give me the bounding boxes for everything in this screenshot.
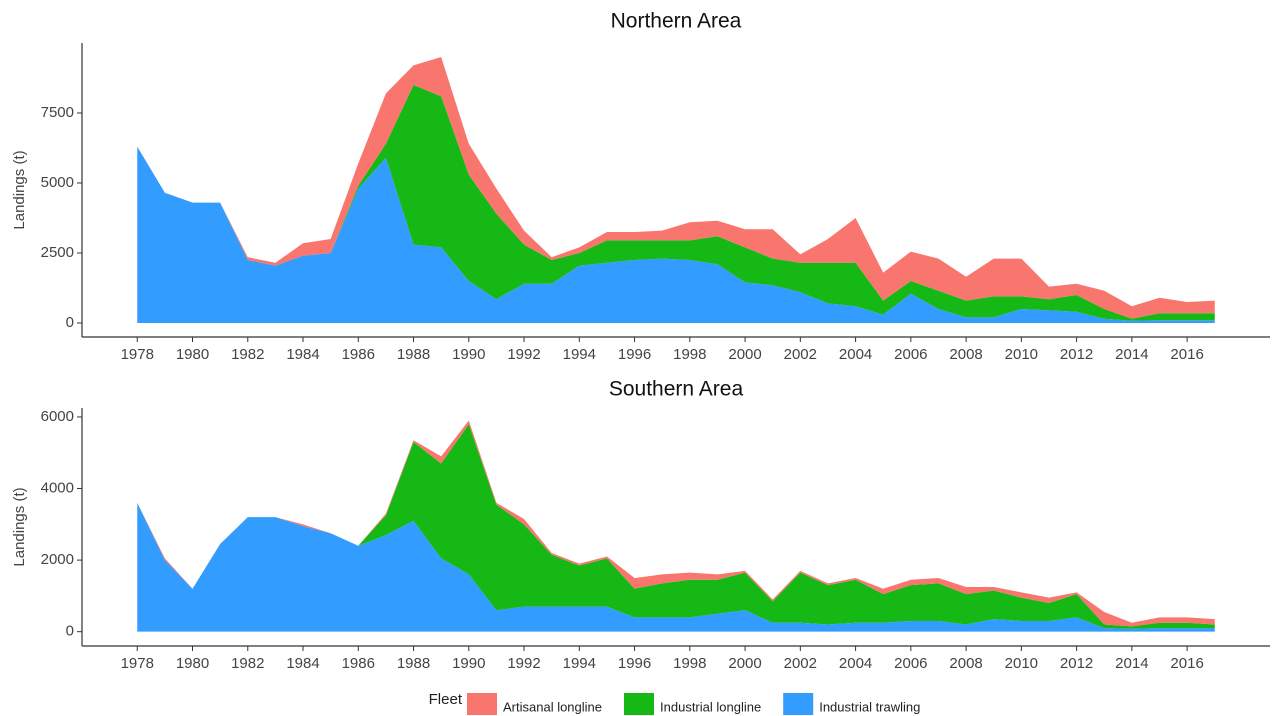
y-tick-label: 2500 [41, 244, 74, 261]
area [137, 146, 1215, 323]
x-tick-label: 1980 [176, 655, 209, 672]
y-axis-label: Landings (t) [11, 150, 28, 229]
legend-label: Industrial trawling [819, 699, 920, 714]
x-tick-label: 1988 [397, 655, 430, 672]
y-tick-label: 5000 [41, 174, 74, 191]
x-tick-label: 1990 [452, 346, 485, 363]
legend-label: Artisanal longline [503, 699, 602, 714]
x-tick-label: 1992 [507, 655, 540, 672]
chart-title: Southern Area [609, 378, 744, 401]
x-tick-label: 2008 [949, 346, 982, 363]
y-tick-label: 2000 [41, 551, 74, 568]
x-tick-label: 2004 [839, 346, 872, 363]
y-tick-label: 7500 [41, 104, 74, 121]
x-tick-label: 1986 [342, 346, 375, 363]
legend-swatch [783, 693, 814, 715]
x-tick-label: 2002 [784, 655, 817, 672]
x-tick-label: 1996 [618, 655, 651, 672]
legend-swatch [624, 693, 655, 715]
x-tick-label: 2006 [894, 655, 927, 672]
area [137, 85, 1215, 321]
x-tick-label: 1994 [563, 655, 596, 672]
chart-title: Northern Area [611, 10, 742, 33]
legend-label: Industrial longline [660, 699, 761, 714]
x-tick-label: 2012 [1060, 346, 1093, 363]
x-tick-label: 1998 [673, 346, 706, 363]
x-tick-label: 1988 [397, 346, 430, 363]
legend-title: Fleet [429, 691, 463, 708]
area [137, 57, 1215, 319]
y-tick-label: 0 [66, 314, 74, 331]
x-tick-label: 1998 [673, 655, 706, 672]
x-tick-label: 1990 [452, 655, 485, 672]
area [137, 502, 1215, 632]
x-tick-label: 2010 [1005, 346, 1038, 363]
y-tick-label: 6000 [41, 408, 74, 425]
x-tick-label: 2000 [728, 346, 761, 363]
x-tick-label: 2000 [728, 655, 761, 672]
x-tick-label: 2014 [1115, 655, 1148, 672]
x-tick-label: 2006 [894, 346, 927, 363]
y-tick-label: 4000 [41, 479, 74, 496]
x-tick-label: 1980 [176, 346, 209, 363]
x-tick-label: 1982 [231, 346, 264, 363]
x-tick-label: 2004 [839, 655, 872, 672]
x-tick-label: 1992 [507, 346, 540, 363]
x-tick-label: 1986 [342, 655, 375, 672]
x-tick-label: 2002 [784, 346, 817, 363]
x-tick-label: 2014 [1115, 346, 1148, 363]
x-tick-label: 1996 [618, 346, 651, 363]
x-tick-label: 1984 [286, 346, 319, 363]
x-tick-label: 2008 [949, 655, 982, 672]
x-tick-label: 1982 [231, 655, 264, 672]
x-tick-label: 1978 [121, 655, 154, 672]
x-tick-label: 2012 [1060, 655, 1093, 672]
x-tick-label: 2016 [1170, 346, 1203, 363]
x-tick-label: 1978 [121, 346, 154, 363]
x-tick-label: 2010 [1005, 655, 1038, 672]
x-tick-label: 1984 [286, 655, 319, 672]
x-tick-label: 2016 [1170, 655, 1203, 672]
x-tick-label: 1994 [563, 346, 596, 363]
y-axis-label: Landings (t) [11, 487, 28, 566]
y-tick-label: 0 [66, 623, 74, 640]
area [137, 424, 1215, 629]
legend-swatch [467, 693, 497, 715]
